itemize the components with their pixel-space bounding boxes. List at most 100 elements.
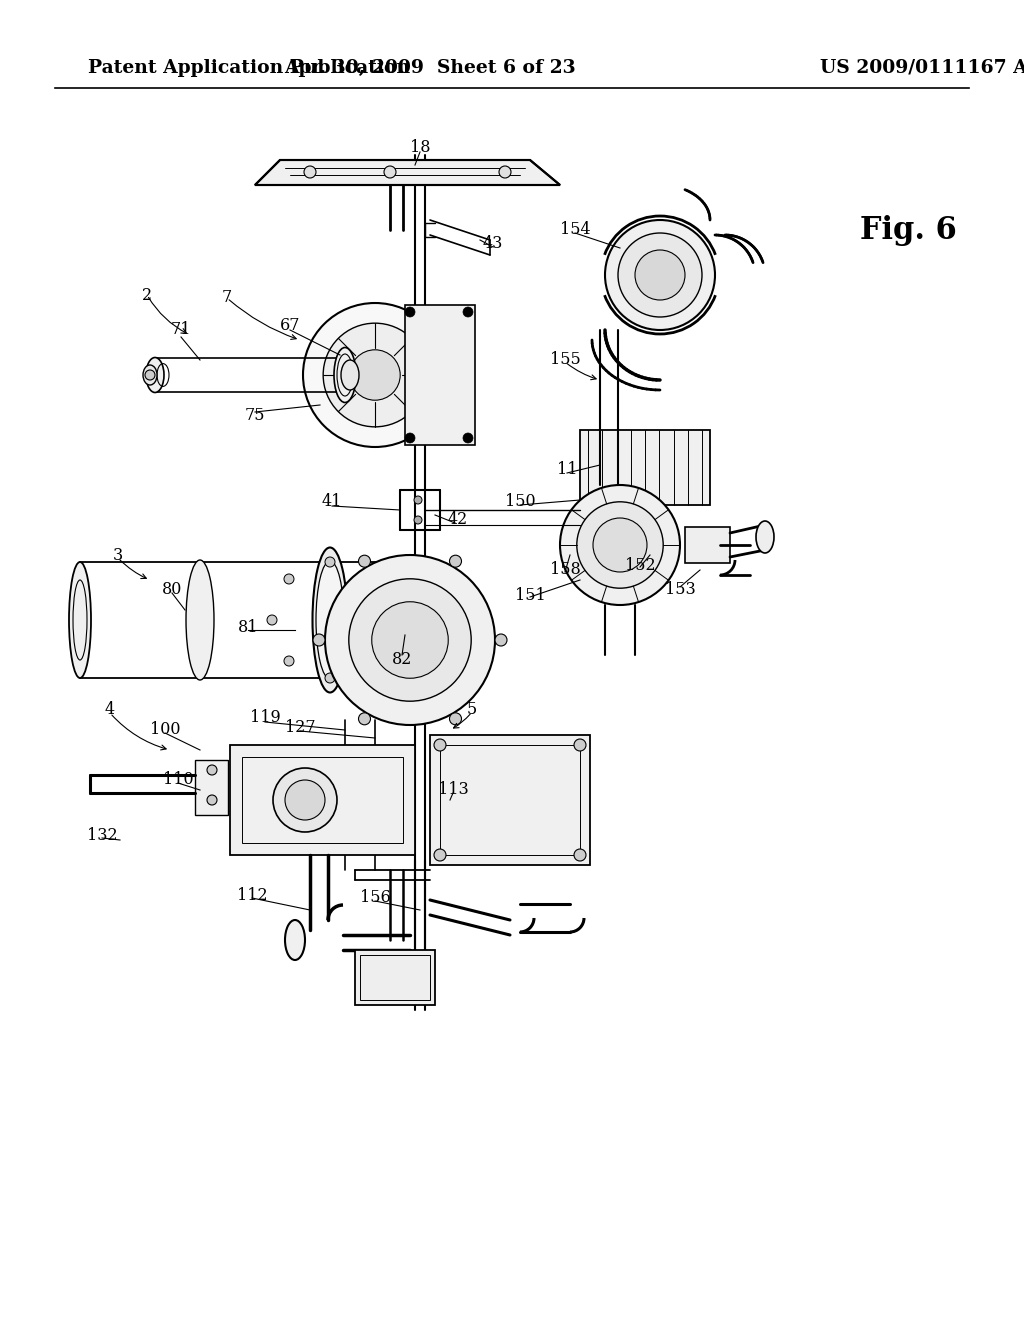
Text: 150: 150 xyxy=(505,494,536,511)
Circle shape xyxy=(325,554,495,725)
Circle shape xyxy=(325,557,335,568)
Circle shape xyxy=(384,166,396,178)
Text: US 2009/0111167 A1: US 2009/0111167 A1 xyxy=(820,59,1024,77)
Text: 42: 42 xyxy=(447,511,468,528)
Ellipse shape xyxy=(341,360,359,389)
Text: 82: 82 xyxy=(392,652,413,668)
Circle shape xyxy=(350,350,400,400)
Text: 155: 155 xyxy=(550,351,581,368)
Text: Fig. 6: Fig. 6 xyxy=(860,215,956,246)
Circle shape xyxy=(284,656,294,667)
Bar xyxy=(195,760,228,814)
Circle shape xyxy=(495,634,507,645)
Circle shape xyxy=(372,602,449,678)
Circle shape xyxy=(434,849,446,861)
Circle shape xyxy=(406,433,415,444)
Circle shape xyxy=(207,795,217,805)
Bar xyxy=(360,954,430,1001)
Text: Apr. 30, 2009  Sheet 6 of 23: Apr. 30, 2009 Sheet 6 of 23 xyxy=(284,59,575,77)
Text: 3: 3 xyxy=(113,546,123,564)
Text: 158: 158 xyxy=(550,561,581,578)
Text: 119: 119 xyxy=(250,710,281,726)
Circle shape xyxy=(383,615,393,624)
Text: 112: 112 xyxy=(237,887,267,903)
Ellipse shape xyxy=(756,521,774,553)
Circle shape xyxy=(313,634,325,645)
Ellipse shape xyxy=(146,358,164,392)
Ellipse shape xyxy=(143,366,157,385)
Circle shape xyxy=(303,304,447,447)
Circle shape xyxy=(145,370,155,380)
Circle shape xyxy=(414,516,422,524)
Text: 18: 18 xyxy=(410,140,430,157)
Ellipse shape xyxy=(69,562,91,678)
Circle shape xyxy=(618,234,702,317)
Circle shape xyxy=(593,517,647,572)
Bar xyxy=(355,950,435,1005)
Text: 2: 2 xyxy=(142,286,152,304)
Text: 100: 100 xyxy=(150,722,180,738)
Circle shape xyxy=(325,673,335,682)
Circle shape xyxy=(406,308,415,317)
Text: 43: 43 xyxy=(482,235,503,252)
Text: 7: 7 xyxy=(222,289,232,306)
Text: 67: 67 xyxy=(280,317,300,334)
Text: 75: 75 xyxy=(245,407,265,424)
Text: 81: 81 xyxy=(238,619,258,636)
Circle shape xyxy=(450,713,462,725)
Circle shape xyxy=(635,249,685,300)
Text: 110: 110 xyxy=(163,771,194,788)
Text: 156: 156 xyxy=(359,890,390,907)
Circle shape xyxy=(366,656,376,667)
Circle shape xyxy=(304,166,316,178)
Circle shape xyxy=(463,433,473,444)
Circle shape xyxy=(450,556,462,568)
Text: 153: 153 xyxy=(665,582,695,598)
Circle shape xyxy=(324,323,427,426)
Circle shape xyxy=(574,739,586,751)
Circle shape xyxy=(499,166,511,178)
Circle shape xyxy=(284,574,294,583)
Circle shape xyxy=(605,220,715,330)
Circle shape xyxy=(577,502,664,589)
Circle shape xyxy=(414,496,422,504)
Bar xyxy=(230,744,415,855)
Circle shape xyxy=(358,713,371,725)
Text: 113: 113 xyxy=(437,781,468,799)
Circle shape xyxy=(574,849,586,861)
Text: 41: 41 xyxy=(322,494,342,511)
Text: 151: 151 xyxy=(515,586,546,603)
Text: 154: 154 xyxy=(560,222,590,239)
Text: 127: 127 xyxy=(285,719,315,737)
Ellipse shape xyxy=(312,548,347,693)
Text: 11: 11 xyxy=(557,462,578,479)
Circle shape xyxy=(349,578,471,701)
Text: 5: 5 xyxy=(467,701,477,718)
Circle shape xyxy=(358,556,371,568)
Circle shape xyxy=(267,615,278,624)
Circle shape xyxy=(285,780,325,820)
Text: 152: 152 xyxy=(625,557,655,573)
Text: 71: 71 xyxy=(171,322,191,338)
Polygon shape xyxy=(255,160,560,185)
Circle shape xyxy=(366,574,376,583)
Ellipse shape xyxy=(334,347,356,403)
Circle shape xyxy=(463,308,473,317)
Bar xyxy=(440,744,580,855)
Text: Patent Application Publication: Patent Application Publication xyxy=(88,59,411,77)
Text: 4: 4 xyxy=(104,701,115,718)
Circle shape xyxy=(207,766,217,775)
Circle shape xyxy=(434,739,446,751)
Text: 132: 132 xyxy=(87,826,118,843)
Text: 80: 80 xyxy=(162,582,182,598)
Bar xyxy=(430,735,590,865)
Bar xyxy=(242,756,403,843)
Bar xyxy=(685,527,730,564)
Polygon shape xyxy=(406,305,475,445)
Circle shape xyxy=(560,484,680,605)
Bar xyxy=(580,430,710,506)
Circle shape xyxy=(273,768,337,832)
Ellipse shape xyxy=(186,560,214,680)
Ellipse shape xyxy=(316,561,344,678)
Ellipse shape xyxy=(285,920,305,960)
